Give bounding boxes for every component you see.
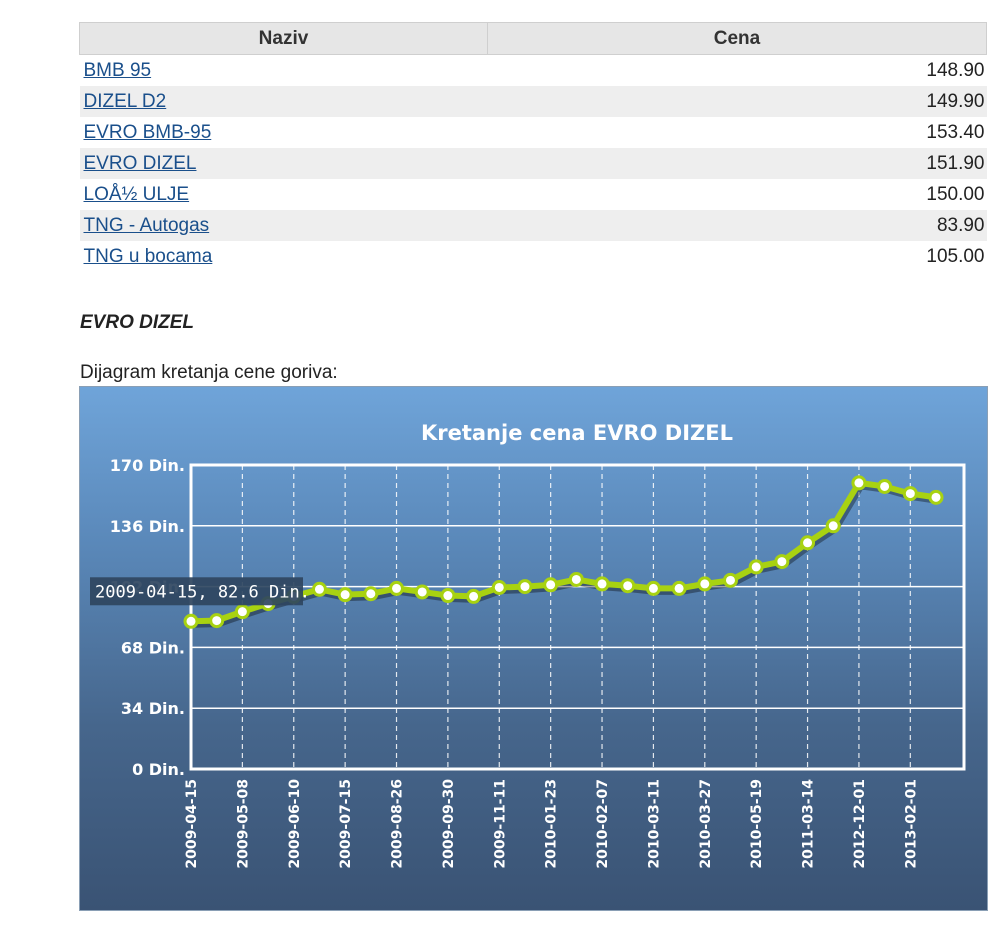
y-tick-label: 170 Din. <box>110 456 185 475</box>
fuel-link[interactable]: DIZEL D2 <box>83 90 167 112</box>
data-point[interactable] <box>568 571 584 587</box>
x-tick-label: 2009-11-11 <box>492 779 508 869</box>
data-point[interactable] <box>209 613 225 629</box>
data-point[interactable] <box>645 580 661 596</box>
fuel-link[interactable]: LOÅ½ ULJE <box>83 183 190 205</box>
chart-caption: Dijagram kretanja cene goriva: <box>80 362 338 383</box>
table-row: EVRO DIZEL 151.90 <box>79 148 987 179</box>
data-point[interactable] <box>543 577 559 593</box>
x-tick-label: 2010-02-07 <box>595 779 611 869</box>
x-tick-label: 2009-06-10 <box>287 779 303 869</box>
y-tick-label: 0 Din. <box>132 760 185 779</box>
x-tick-label: 2009-07-15 <box>338 779 354 869</box>
table-row: TNG - Autogas 83.90 <box>79 210 987 241</box>
data-point[interactable] <box>748 559 764 575</box>
fuel-link[interactable]: EVRO BMB-95 <box>83 121 212 143</box>
x-tick-label: 2009-05-08 <box>235 779 251 869</box>
series-line-shadow <box>192 482 939 628</box>
x-tick-label: 2012-12-01 <box>852 779 868 869</box>
data-point[interactable] <box>363 586 379 602</box>
table-row: LOÅ½ ULJE 150.00 <box>79 179 987 210</box>
fuel-price: 148.90 <box>487 54 987 86</box>
x-tick-label: 2010-05-19 <box>749 779 765 869</box>
data-point[interactable] <box>234 604 250 620</box>
chart-title: Kretanje cena EVRO DIZEL <box>421 421 733 445</box>
fuel-price: 83.90 <box>487 210 987 241</box>
tooltip-box <box>90 577 303 606</box>
price-chart: Kretanje cena EVRO DIZEL 0 Din. 34 Din. 68… <box>79 386 988 911</box>
fuel-link[interactable]: BMB 95 <box>83 59 152 81</box>
data-point[interactable] <box>800 535 816 551</box>
x-tick-label: 2009-04-15 <box>184 779 200 869</box>
table-row: DIZEL D2 149.90 <box>79 86 987 117</box>
fuel-price-table: Naziv Cena BMB 95 148.90 DIZEL D2 149.90… <box>79 22 987 272</box>
data-point[interactable] <box>697 576 713 592</box>
fuel-price: 150.00 <box>487 179 987 210</box>
column-header-price: Cena <box>487 22 987 55</box>
x-tick-label: 2010-01-23 <box>544 779 560 869</box>
fuel-price: 105.00 <box>487 241 987 272</box>
x-tick-label: 2011-03-14 <box>801 779 817 869</box>
y-tick-label: 136 Din. <box>110 517 185 536</box>
data-point[interactable] <box>491 579 507 595</box>
table-row: TNG u bocama 105.00 <box>79 241 987 272</box>
data-point[interactable] <box>774 554 790 570</box>
data-point[interactable] <box>851 475 867 491</box>
fuel-link[interactable]: EVRO DIZEL <box>83 152 197 174</box>
x-tick-label: 2009-09-30 <box>441 779 457 869</box>
tooltip-text: 2009-04-15, 82.6 Din. <box>95 582 310 602</box>
data-point[interactable] <box>825 518 841 534</box>
data-point[interactable] <box>671 580 687 596</box>
data-point[interactable] <box>722 572 738 588</box>
x-tick-label: 2013-02-01 <box>903 779 919 869</box>
data-point[interactable] <box>620 578 636 594</box>
fuel-price: 151.90 <box>487 148 987 179</box>
data-point[interactable] <box>389 580 405 596</box>
data-point[interactable] <box>877 478 893 494</box>
data-point[interactable] <box>183 613 199 629</box>
table-row: EVRO BMB-95 153.40 <box>79 117 987 148</box>
data-point[interactable] <box>517 579 533 595</box>
fuel-link[interactable]: TNG - Autogas <box>83 214 210 236</box>
price-chart-svg: Kretanje cena EVRO DIZEL 0 Din. 34 Din. 68… <box>90 421 966 869</box>
data-point[interactable] <box>440 588 456 604</box>
data-point[interactable] <box>928 489 944 505</box>
y-tick-label: 68 Din. <box>121 638 185 657</box>
fuel-link[interactable]: TNG u bocama <box>83 245 213 267</box>
data-point[interactable] <box>594 576 610 592</box>
table-row: BMB 95 148.90 <box>79 54 987 86</box>
data-point[interactable] <box>414 584 430 600</box>
data-point[interactable] <box>902 486 918 502</box>
data-point[interactable] <box>311 581 327 597</box>
data-point[interactable] <box>337 587 353 603</box>
y-tick-label: 34 Din. <box>121 699 185 718</box>
selected-fuel-heading: EVRO DIZEL <box>80 312 195 333</box>
data-point[interactable] <box>466 588 482 604</box>
x-tick-label: 2010-03-27 <box>698 779 714 869</box>
fuel-price: 153.40 <box>487 117 987 148</box>
fuel-price: 149.90 <box>487 86 987 117</box>
column-header-name: Naziv <box>79 22 488 55</box>
x-tick-label: 2010-03-11 <box>646 779 662 869</box>
x-tick-label: 2009-08-26 <box>390 779 406 869</box>
